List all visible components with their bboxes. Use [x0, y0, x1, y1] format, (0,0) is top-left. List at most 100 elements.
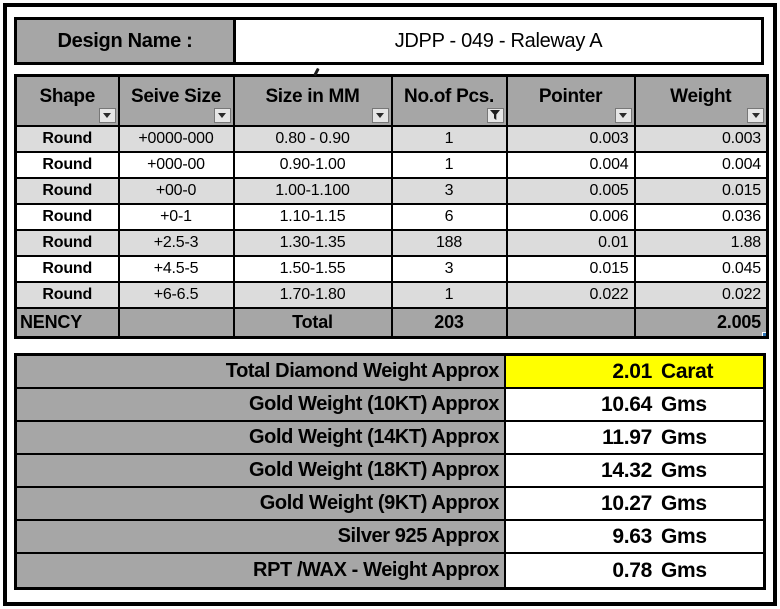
funnel-icon	[490, 110, 500, 120]
table-cell[interactable]: 0.01	[505, 228, 636, 257]
summary-value-number: 10.27	[600, 491, 652, 515]
table-cell[interactable]: 0.045	[633, 254, 769, 283]
total-row: NENCY Total 203 2.005	[14, 306, 769, 339]
worksheet-page: Design Name : JDPP - 049 - Raleway A Sha…	[3, 3, 777, 606]
table-cell[interactable]: 0.003	[633, 124, 769, 153]
table-cell[interactable]: 1.88	[633, 228, 769, 257]
summary-value-number: 0.78	[612, 558, 652, 582]
table-row: Round +0000-000 0.80 - 0.90 1 0.003 0.003	[14, 124, 769, 153]
table-cell[interactable]: Round	[14, 228, 120, 257]
summary-value-number: 10.64	[600, 392, 652, 416]
table-row: Round +000-00 0.90-1.00 1 0.004 0.004	[14, 150, 769, 179]
table-cell[interactable]: +0000-000	[117, 124, 235, 153]
table-cell[interactable]: 1	[390, 280, 508, 309]
table-cell[interactable]: 1.10-1.15	[232, 202, 393, 231]
summary-value-unit: Gms	[661, 392, 707, 416]
filter-dropdown-button[interactable]	[614, 107, 632, 123]
summary-value-number: 2.01	[612, 359, 652, 383]
summary-row: RPT /WAX - Weight Approx 0.78 Gms	[17, 554, 763, 587]
table-cell[interactable]: 1.50-1.55	[232, 254, 393, 283]
table-cell[interactable]: 1.70-1.80	[232, 280, 393, 309]
design-name-value[interactable]: JDPP - 049 - Raleway A	[394, 29, 603, 52]
table-cell[interactable]: 0.015	[505, 254, 636, 283]
table-cell[interactable]: 0.022	[505, 280, 636, 309]
summary-value-cell[interactable]: 0.78 Gms	[506, 554, 763, 587]
summary-value-cell[interactable]: 2.01 Carat	[506, 356, 763, 387]
total-weight-cell[interactable]: 2.005	[633, 306, 769, 339]
table-cell[interactable]: 188	[390, 228, 508, 257]
table-cell[interactable]: 0.004	[633, 150, 769, 179]
summary-value-unit: Gms	[661, 425, 707, 449]
filter-dropdown-button[interactable]	[371, 107, 389, 123]
summary-table: Total Diamond Weight Approx 2.01 Carat G…	[14, 353, 766, 590]
filter-active-button[interactable]	[486, 107, 504, 123]
table-cell[interactable]: Round	[14, 176, 120, 205]
total-row-name-cell[interactable]: NENCY	[14, 306, 120, 339]
table-row: Round +4.5-5 1.50-1.55 3 0.015 0.045	[14, 254, 769, 283]
summary-value-cell[interactable]: 14.32 Gms	[506, 455, 763, 486]
table-cell[interactable]: 0.022	[633, 280, 769, 309]
filter-dropdown-button[interactable]	[213, 107, 231, 123]
table-row: Round +0-1 1.10-1.15 6 0.006 0.036	[14, 202, 769, 231]
table-cell[interactable]: Round	[14, 280, 120, 309]
table-cell[interactable]: 6	[390, 202, 508, 231]
table-cell[interactable]: Round	[14, 124, 120, 153]
filter-dropdown-button[interactable]	[98, 107, 116, 123]
summary-value-unit: Gms	[661, 491, 707, 515]
table-cell[interactable]: 3	[390, 176, 508, 205]
chevron-down-icon	[103, 112, 111, 118]
total-row-empty-cell[interactable]	[505, 306, 636, 339]
table-cell[interactable]: 0.90-1.00	[232, 150, 393, 179]
table-cell[interactable]: Round	[14, 202, 120, 231]
table-cell[interactable]: +000-00	[117, 150, 235, 179]
table-header-row: Shape Seive Size Size in MM No.of Pcs. P…	[14, 74, 769, 127]
summary-value-cell[interactable]: 11.97 Gms	[506, 422, 763, 453]
summary-row: Total Diamond Weight Approx 2.01 Carat	[17, 356, 763, 389]
table-cell[interactable]: 1	[390, 150, 508, 179]
table-cell[interactable]: +0-1	[117, 202, 235, 231]
table-cell[interactable]: 0.004	[505, 150, 636, 179]
summary-value-unit: Carat	[661, 359, 714, 383]
table-cell[interactable]: +6-6.5	[117, 280, 235, 309]
design-name-row: Design Name : JDPP - 049 - Raleway A	[14, 17, 764, 65]
table-cell[interactable]: 0.006	[505, 202, 636, 231]
summary-label: Gold Weight (18KT) Approx	[17, 455, 506, 486]
column-header: Size in MM	[232, 74, 393, 127]
summary-label: Silver 925 Approx	[17, 521, 506, 552]
table-cell[interactable]: 3	[390, 254, 508, 283]
column-header-label: Size in MM	[265, 85, 360, 107]
total-pieces-cell[interactable]: 203	[390, 306, 508, 339]
table-cell[interactable]: +4.5-5	[117, 254, 235, 283]
table-cell[interactable]: 1.30-1.35	[232, 228, 393, 257]
summary-row: Gold Weight (14KT) Approx 11.97 Gms	[17, 422, 763, 455]
table-cell[interactable]: +2.5-3	[117, 228, 235, 257]
summary-label: Gold Weight (9KT) Approx	[17, 488, 506, 519]
table-cell[interactable]: 0.80 - 0.90	[232, 124, 393, 153]
column-header-label: Shape	[39, 85, 96, 107]
table-cell[interactable]: 1.00-1.100	[232, 176, 393, 205]
summary-value-number: 9.63	[612, 524, 652, 548]
column-header-label: No.of Pcs.	[404, 85, 494, 107]
summary-value-cell[interactable]: 9.63 Gms	[506, 521, 763, 552]
total-row-empty-cell[interactable]	[117, 306, 235, 339]
summary-label: Total Diamond Weight Approx	[17, 356, 506, 387]
table-cell[interactable]: +00-0	[117, 176, 235, 205]
column-header: Pointer	[505, 74, 636, 127]
summary-row: Gold Weight (10KT) Approx 10.64 Gms	[17, 389, 763, 422]
summary-value-cell[interactable]: 10.64 Gms	[506, 389, 763, 420]
table-row: Round +2.5-3 1.30-1.35 188 0.01 1.88	[14, 228, 769, 257]
table-cell[interactable]: 1	[390, 124, 508, 153]
table-cell[interactable]: 0.036	[633, 202, 769, 231]
table-cell[interactable]: Round	[14, 150, 120, 179]
table-cell[interactable]: 0.015	[633, 176, 769, 205]
table-cell[interactable]: 0.003	[505, 124, 636, 153]
selection-fill-handle[interactable]	[762, 332, 766, 336]
table-cell[interactable]: Round	[14, 254, 120, 283]
column-header: No.of Pcs.	[390, 74, 508, 127]
summary-value-unit: Gms	[661, 558, 707, 582]
filter-dropdown-button[interactable]	[747, 107, 764, 123]
total-label-cell[interactable]: Total	[232, 306, 393, 339]
summary-label: RPT /WAX - Weight Approx	[17, 554, 506, 587]
table-cell[interactable]: 0.005	[505, 176, 636, 205]
summary-value-cell[interactable]: 10.27 Gms	[506, 488, 763, 519]
